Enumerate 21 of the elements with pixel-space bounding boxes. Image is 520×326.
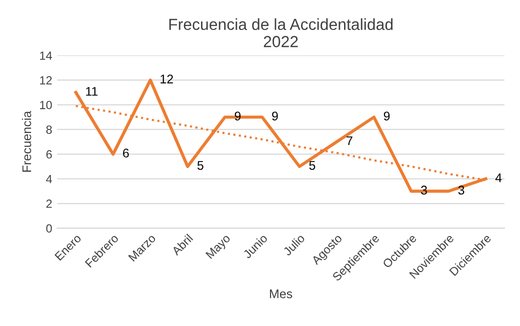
data-label: 4 (495, 173, 502, 182)
data-label: 5 (197, 161, 204, 170)
x-axis-title: Mes (270, 290, 292, 298)
y-tick-label: 2 (46, 200, 52, 208)
y-tick-label: 8 (46, 126, 52, 134)
y-tick-label: 6 (46, 150, 52, 159)
x-tick-label: Julio (282, 233, 306, 256)
y-tick-label: 14 (40, 52, 52, 60)
chart-title: Frecuencia de la Accidentalidad 2022 (169, 18, 393, 48)
data-label: 9 (272, 112, 278, 120)
y-tick-label: 0 (46, 224, 52, 233)
data-label: 9 (384, 112, 390, 120)
data-label: 6 (123, 148, 129, 158)
data-label: 7 (346, 136, 352, 146)
y-axis-title: Frecuencia (22, 110, 32, 172)
data-label: 11 (86, 87, 98, 96)
y-tick-label: 10 (40, 100, 52, 110)
y-tick-label: 4 (46, 174, 52, 184)
data-label: 12 (160, 74, 173, 84)
data-label: 5 (309, 161, 316, 170)
y-tick-label: 12 (40, 76, 52, 84)
